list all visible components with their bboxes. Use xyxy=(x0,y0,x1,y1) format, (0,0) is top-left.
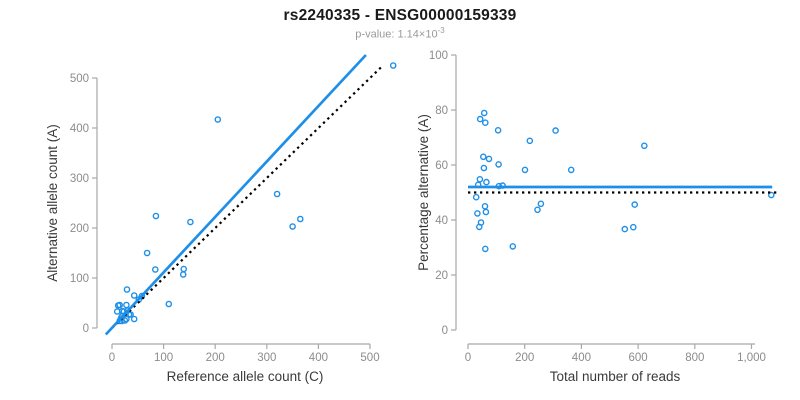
p-value-label: p-value: xyxy=(355,28,395,41)
data-point xyxy=(476,175,484,183)
data-point xyxy=(495,161,502,168)
data-point xyxy=(474,210,481,217)
data-point xyxy=(476,115,484,123)
data-point xyxy=(179,271,187,278)
x-tick-label: 100 xyxy=(154,352,173,364)
x-axis-title: Total number of reads xyxy=(550,369,681,384)
data-point xyxy=(485,155,493,163)
data-point xyxy=(121,317,129,324)
y-tick-label: 40 xyxy=(435,215,448,227)
data-point xyxy=(113,308,121,315)
y-tick-label: 500 xyxy=(70,73,89,85)
data-point xyxy=(123,286,131,293)
data-point xyxy=(631,201,639,208)
data-point xyxy=(123,301,130,309)
y-axis-title: Percentage alternative (A) xyxy=(416,114,431,271)
data-point xyxy=(534,206,541,214)
data-point xyxy=(187,218,194,226)
data-point xyxy=(151,266,159,273)
data-point xyxy=(481,245,489,253)
allele-count-scatter: 0 100 200 300 400 500 0 100 200 300 400 500 Referenc… xyxy=(45,54,397,384)
data-point xyxy=(130,292,138,299)
y-axis-title: Alternative allele count (A) xyxy=(45,124,60,282)
y-tick-label: 0 xyxy=(83,323,89,335)
x-tick-label: 400 xyxy=(572,352,591,364)
identity-line xyxy=(111,65,383,329)
data-point xyxy=(567,166,575,174)
x-tick-label: 0 xyxy=(109,352,115,364)
p-value-subtitle: p-value: 1.14×10-3 xyxy=(0,26,800,41)
data-point xyxy=(481,202,489,210)
x-tick-label: 300 xyxy=(257,352,276,364)
x-tick-label: 800 xyxy=(685,352,704,364)
y-tick-label: 60 xyxy=(435,160,448,172)
y-tick-label: 100 xyxy=(70,273,89,285)
data-point xyxy=(481,119,489,126)
data-point xyxy=(480,109,488,117)
p-value-exponent: -3 xyxy=(437,26,445,35)
data-point xyxy=(165,300,173,308)
data-point xyxy=(483,178,490,186)
data-point xyxy=(296,215,304,223)
data-point xyxy=(526,137,534,145)
data-point xyxy=(143,249,151,257)
data-point xyxy=(116,301,123,309)
data-point xyxy=(123,315,130,323)
data-point xyxy=(127,311,134,318)
data-point xyxy=(130,315,138,323)
data-point xyxy=(389,62,397,69)
data-point xyxy=(138,292,146,300)
x-tick-label: 200 xyxy=(515,352,534,364)
y-tick-label: 300 xyxy=(70,173,89,185)
x-tick-label: 200 xyxy=(206,352,225,364)
data-point xyxy=(768,191,775,199)
y-tick-label: 200 xyxy=(70,223,89,235)
data-point xyxy=(472,193,480,201)
data-point xyxy=(521,166,529,174)
p-value-mantissa: 1.14×10 xyxy=(397,28,438,41)
x-tick-label: 0 xyxy=(465,352,471,364)
y-tick-label: 400 xyxy=(70,123,89,135)
data-point xyxy=(214,116,222,123)
data-point xyxy=(180,265,187,273)
x-tick-label: 600 xyxy=(629,352,648,364)
x-tick-label: 500 xyxy=(360,352,379,364)
data-point xyxy=(494,127,502,134)
data-point xyxy=(482,208,490,216)
y-tick-label: 20 xyxy=(435,270,448,282)
x-tick-label: 1,000 xyxy=(737,352,766,364)
data-point xyxy=(289,223,296,230)
data-point xyxy=(621,225,629,233)
data-point xyxy=(537,200,545,208)
data-point xyxy=(641,142,648,150)
data-point xyxy=(480,164,488,172)
data-point xyxy=(152,212,160,220)
x-tick-label: 400 xyxy=(309,352,328,364)
x-axis-title: Reference allele count (C) xyxy=(167,369,324,384)
data-point xyxy=(630,223,637,231)
figure-title: rs2240335 - ENSG00000159339 xyxy=(283,7,517,24)
data-point xyxy=(475,223,483,231)
data-point xyxy=(509,243,517,250)
data-point xyxy=(273,190,281,198)
percentage-vs-reads-scatter: 0 20 40 60 80 100 0 200 400 600 800 1,000 Total numb… xyxy=(416,50,779,384)
data-point xyxy=(552,127,559,134)
data-point xyxy=(479,153,487,161)
y-tick-label: 100 xyxy=(429,50,448,62)
regression-line xyxy=(104,54,367,336)
y-tick-label: 80 xyxy=(435,105,448,117)
y-tick-label: 0 xyxy=(442,325,448,337)
